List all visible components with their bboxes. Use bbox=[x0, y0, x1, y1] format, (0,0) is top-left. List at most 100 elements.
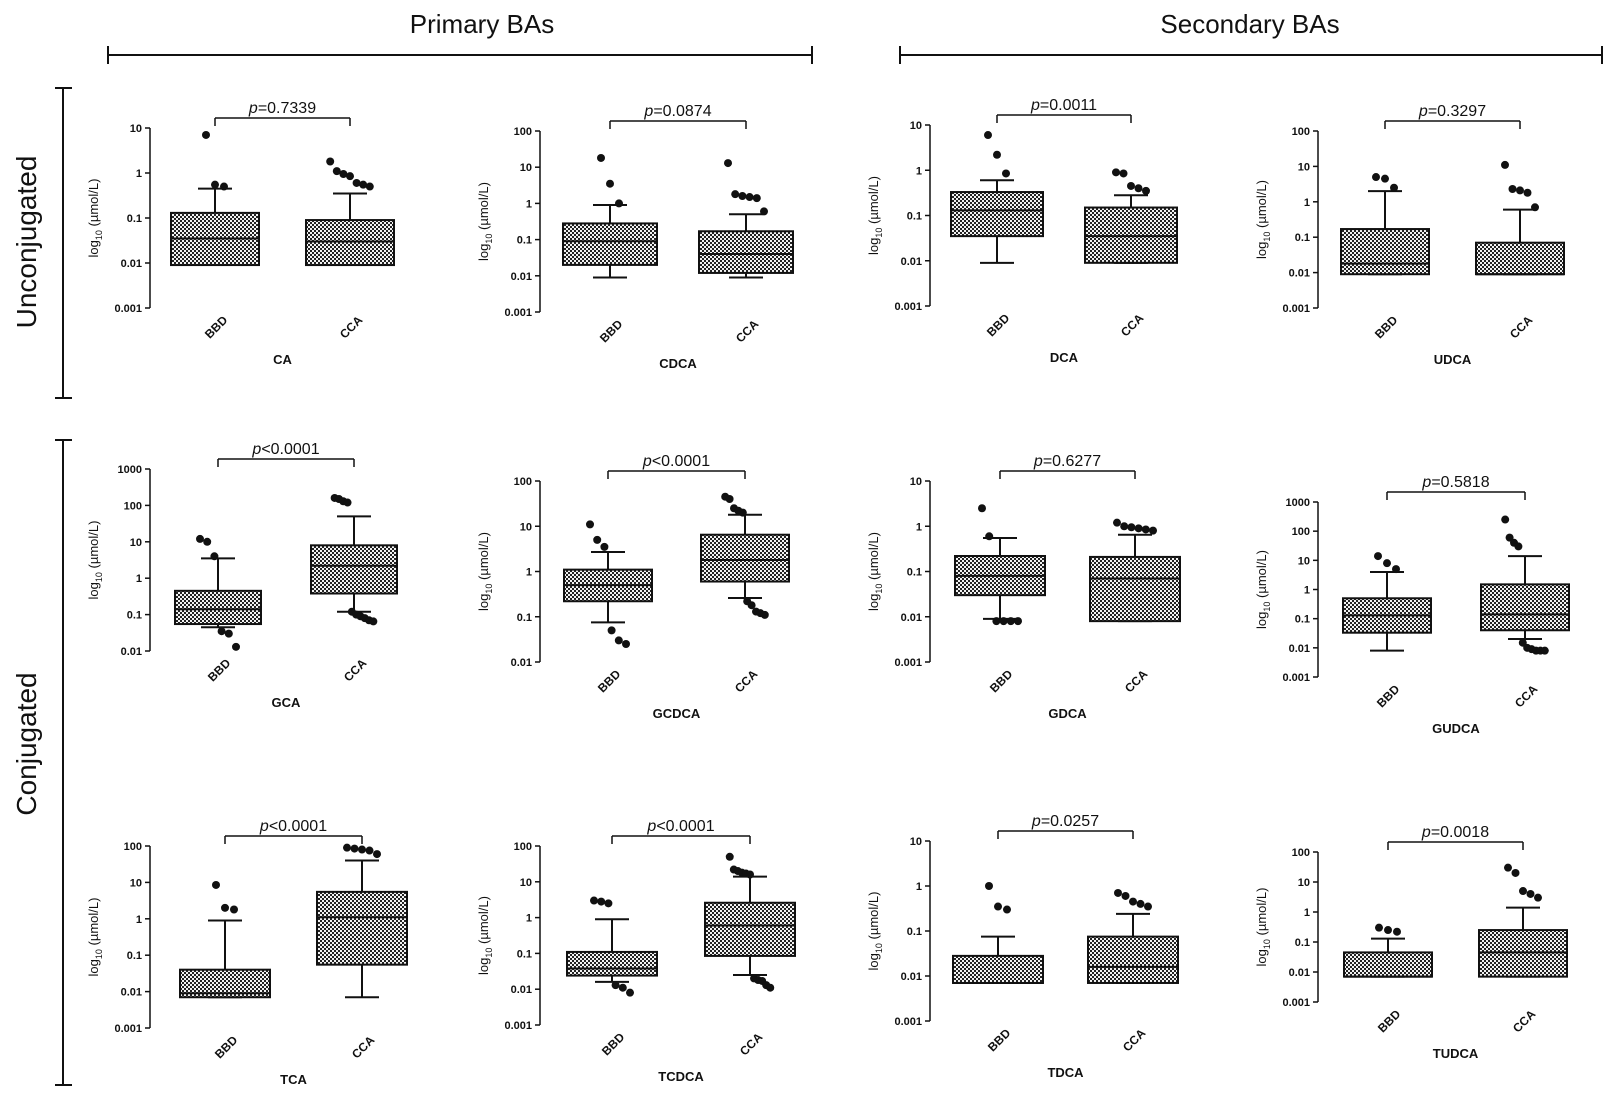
y-tick-label: 100 bbox=[1292, 847, 1310, 859]
y-axis-label: log10 (µmol/L) bbox=[476, 896, 494, 975]
outlier-point bbox=[1006, 617, 1015, 626]
box-iqr bbox=[1340, 228, 1430, 276]
x-axis-label: GUDCA bbox=[1432, 721, 1480, 736]
category-label-bbd: BBD bbox=[205, 656, 234, 685]
outlier-point bbox=[1113, 518, 1121, 527]
y-tick-label: 0.1 bbox=[517, 235, 532, 247]
outlier-point bbox=[1014, 617, 1022, 626]
y-tick-label: 0.01 bbox=[511, 984, 532, 996]
category-label-bbd: BBD bbox=[987, 667, 1016, 696]
box-cca: CCA bbox=[1478, 863, 1568, 1035]
y-tick-label: 0.001 bbox=[504, 307, 532, 319]
outlier-point bbox=[1384, 926, 1392, 935]
y-tick-label: 1 bbox=[1304, 907, 1310, 919]
y-tick-label: 1 bbox=[916, 521, 922, 533]
outlier-point bbox=[1136, 899, 1145, 908]
pvalue-label: p=0.0874 bbox=[643, 103, 711, 120]
outlier-point bbox=[1127, 523, 1136, 532]
y-tick-label: 10 bbox=[130, 877, 142, 889]
outlier-point bbox=[1142, 186, 1150, 195]
box-cca: CCA bbox=[698, 159, 794, 346]
outlier-point bbox=[1134, 524, 1143, 533]
y-tick-label: 0.001 bbox=[504, 1020, 532, 1032]
x-axis-label: CDCA bbox=[659, 356, 697, 371]
pvalue-label: p<0.0001 bbox=[251, 441, 319, 458]
pvalue-label: p=0.5818 bbox=[1421, 474, 1489, 491]
y-tick-label: 1 bbox=[526, 567, 532, 579]
y-tick-label: 0.1 bbox=[517, 612, 532, 624]
outlier-point bbox=[597, 897, 606, 906]
outlier-point bbox=[615, 199, 623, 208]
category-label-cca: CCA bbox=[733, 317, 762, 346]
y-tick-label: 10 bbox=[520, 162, 532, 174]
outlier-point bbox=[1514, 542, 1523, 551]
outlier-point bbox=[373, 850, 381, 859]
y-tick-label: 0.001 bbox=[894, 657, 922, 669]
outlier-point bbox=[343, 498, 352, 507]
outlier-point bbox=[1120, 522, 1129, 531]
outlier-point bbox=[611, 981, 620, 990]
outlier-point bbox=[212, 880, 220, 889]
y-tick-label: 1 bbox=[136, 914, 142, 926]
y-tick-label: 0.1 bbox=[907, 567, 922, 579]
y-tick-label: 0.1 bbox=[1295, 614, 1310, 626]
outlier-point bbox=[221, 903, 229, 912]
category-label-bbd: BBD bbox=[595, 667, 624, 696]
x-axis-label: TCDCA bbox=[658, 1069, 704, 1084]
y-tick-label: 0.001 bbox=[1282, 303, 1310, 315]
outlier-point bbox=[352, 178, 361, 187]
y-axis-label: log10 (µmol/L) bbox=[86, 179, 104, 258]
outlier-point bbox=[224, 629, 233, 638]
category-label-cca: CCA bbox=[1120, 1026, 1149, 1055]
category-label-bbd: BBD bbox=[985, 1026, 1014, 1055]
outlier-point bbox=[626, 988, 634, 997]
y-tick-label: 0.001 bbox=[1282, 997, 1310, 1009]
outlier-point bbox=[369, 617, 378, 626]
y-tick-label: 10 bbox=[130, 123, 142, 135]
y-tick-label: 0.1 bbox=[127, 213, 142, 225]
box-bbd: BBD bbox=[1342, 552, 1432, 711]
outlier-point bbox=[1381, 174, 1389, 183]
y-tick-label: 1 bbox=[1304, 585, 1310, 597]
y-tick-label: 0.1 bbox=[1295, 232, 1310, 244]
outlier-point bbox=[994, 902, 1002, 911]
box-iqr bbox=[704, 901, 796, 957]
outlier-point bbox=[1390, 183, 1398, 192]
box-cca: CCA bbox=[1480, 515, 1570, 710]
outlier-point bbox=[232, 642, 240, 651]
outlier-point bbox=[1523, 188, 1532, 197]
outlier-point bbox=[586, 520, 594, 529]
category-label-bbd: BBD bbox=[1374, 682, 1403, 711]
outlier-point bbox=[760, 207, 768, 216]
outlier-point bbox=[738, 192, 747, 201]
outlier-point bbox=[593, 535, 602, 544]
y-tick-label: 0.01 bbox=[1289, 268, 1310, 280]
panel-gdca: 10 1 0.1 0.01 0.001 log10 (µmol/L) BBD CCA GDCA p… bbox=[866, 453, 1181, 721]
y-tick-label: 0.01 bbox=[901, 971, 922, 983]
y-tick-label: 10 bbox=[1298, 877, 1310, 889]
y-tick-label: 10 bbox=[910, 120, 922, 132]
outlier-point bbox=[1374, 552, 1382, 561]
y-tick-label: 0.01 bbox=[1289, 643, 1310, 655]
y-tick-label: 1 bbox=[916, 881, 922, 893]
box-bbd: BBD bbox=[954, 504, 1046, 696]
y-axis-label: log10 (µmol/L) bbox=[1254, 180, 1272, 259]
box-iqr bbox=[952, 954, 1044, 984]
outlier-point bbox=[196, 534, 204, 543]
panel-tudca: 100 10 1 0.1 0.01 0.001 log10 (µmol/L) BBD CCA TU… bbox=[1254, 824, 1568, 1061]
outlier-point bbox=[746, 870, 754, 879]
y-tick-label: 0.1 bbox=[907, 926, 922, 938]
outlier-point bbox=[343, 843, 351, 852]
pvalue-label: p<0.0001 bbox=[259, 818, 327, 835]
y-tick-label: 100 bbox=[124, 841, 142, 853]
box-iqr bbox=[1343, 951, 1433, 978]
y-axis-label: log10 (µmol/L) bbox=[1254, 888, 1272, 967]
panel-tcdca: 100 10 1 0.1 0.01 0.001 log10 (µmol/L) BBD CCA TC… bbox=[476, 818, 796, 1084]
category-label-cca: CCA bbox=[1122, 667, 1151, 696]
y-axis-label: log10 (µmol/L) bbox=[86, 521, 104, 600]
category-label-cca: CCA bbox=[1507, 313, 1536, 342]
outlier-point bbox=[339, 170, 348, 179]
y-tick-label: 10 bbox=[130, 537, 142, 549]
box-cca: CCA bbox=[1089, 518, 1181, 696]
